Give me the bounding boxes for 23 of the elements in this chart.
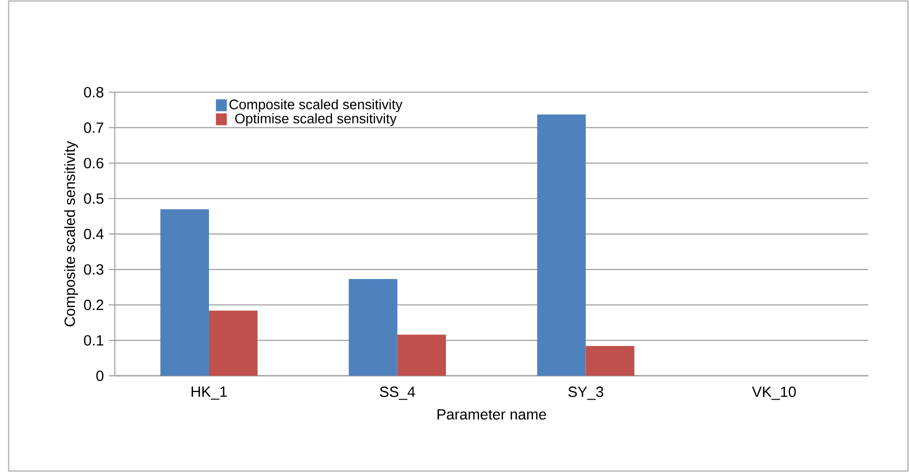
bar — [348, 279, 398, 376]
legend-label: Optimise scaled sensitivity — [235, 113, 397, 126]
bar — [586, 346, 634, 376]
y-tick-label: 0.2 — [84, 300, 104, 310]
x-tick-label: HK_1 — [192, 386, 227, 400]
bar — [160, 209, 209, 376]
legend-label: Composite scaled sensitivity — [229, 99, 402, 112]
bar — [397, 334, 446, 376]
y-tick-label: 0.3 — [84, 264, 104, 275]
x-tick-label: SS_4 — [380, 386, 416, 400]
bar — [208, 310, 258, 376]
y-tick-label: 0.8 — [84, 86, 104, 98]
x-tick-label: SY_3 — [568, 386, 604, 400]
bar — [537, 114, 586, 376]
y-tick-label: 0.6 — [84, 158, 104, 168]
y-tick-label: 0.7 — [84, 122, 104, 133]
y-tick-label: 0 — [96, 370, 104, 382]
x-tick-label: VK_10 — [752, 386, 796, 400]
y-tick-label: 0.5 — [84, 193, 104, 204]
y-axis-title: Composite scaled sensitivity — [64, 141, 78, 326]
x-axis-title: Parameter name — [438, 409, 546, 420]
y-tick-label: 0.1 — [84, 335, 104, 346]
y-tick-label: 0.4 — [84, 228, 104, 240]
